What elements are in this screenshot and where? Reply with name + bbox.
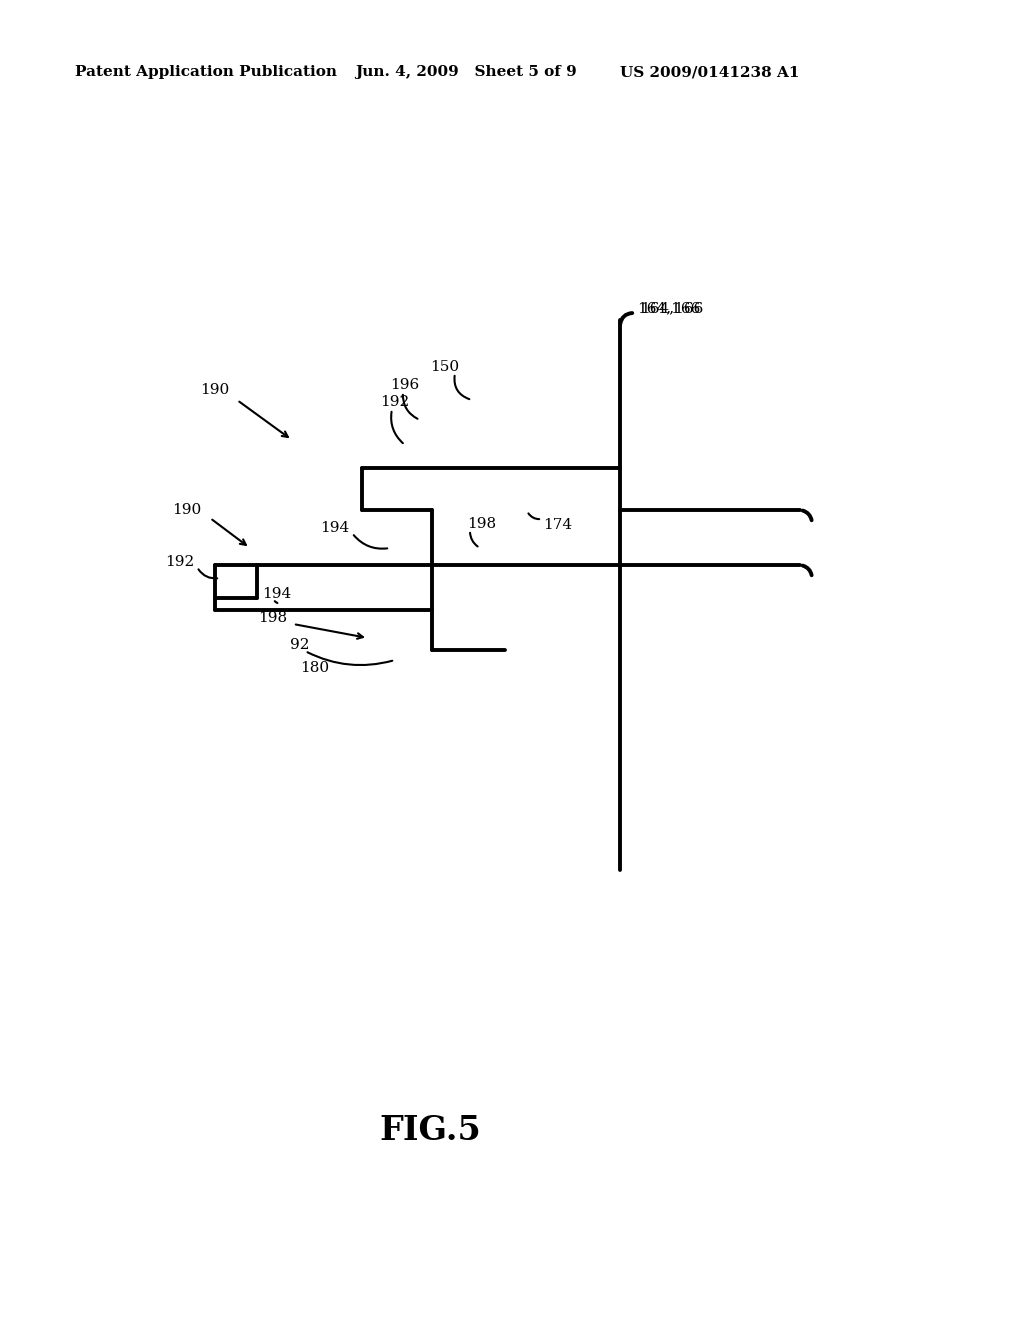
Text: 198: 198 bbox=[258, 611, 287, 624]
Text: 194: 194 bbox=[262, 587, 291, 601]
Text: 190: 190 bbox=[172, 503, 202, 517]
Text: 198: 198 bbox=[467, 517, 496, 531]
Text: FIG.5: FIG.5 bbox=[379, 1114, 481, 1147]
Text: 164,166: 164,166 bbox=[640, 301, 703, 315]
Text: 164,166: 164,166 bbox=[637, 301, 700, 315]
Text: 180: 180 bbox=[300, 661, 329, 675]
Text: US 2009/0141238 A1: US 2009/0141238 A1 bbox=[620, 65, 800, 79]
Text: 196: 196 bbox=[390, 378, 419, 392]
Text: 174: 174 bbox=[543, 517, 572, 532]
Text: 190: 190 bbox=[200, 383, 229, 397]
Text: Jun. 4, 2009   Sheet 5 of 9: Jun. 4, 2009 Sheet 5 of 9 bbox=[355, 65, 577, 79]
Text: 92: 92 bbox=[290, 638, 309, 652]
Text: 192: 192 bbox=[380, 395, 410, 409]
Text: 194: 194 bbox=[319, 521, 349, 535]
Text: Patent Application Publication: Patent Application Publication bbox=[75, 65, 337, 79]
Text: 192: 192 bbox=[165, 554, 195, 569]
Text: 150: 150 bbox=[430, 360, 459, 374]
